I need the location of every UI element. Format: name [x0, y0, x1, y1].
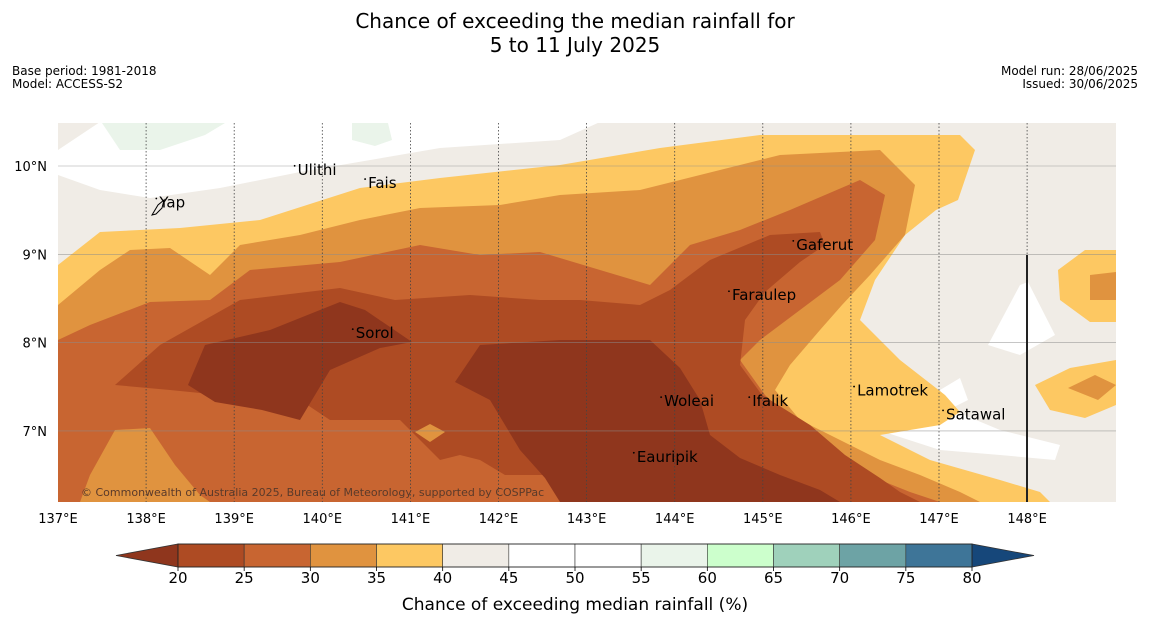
y-tick-label: 10°N — [14, 160, 47, 175]
chart-title-line-2: 5 to 11 July 2025 — [489, 33, 661, 57]
place-marker — [364, 178, 367, 180]
rainfall-contour-field — [58, 123, 1116, 502]
colorbar-bin — [707, 543, 774, 568]
yap-island-outline — [150, 198, 165, 216]
x-tick-label: 148°E — [1007, 512, 1047, 527]
place-marker — [728, 290, 730, 293]
colorbar-tick-label: 50 — [565, 569, 584, 587]
bin-30-35-region-east-2 — [1068, 375, 1116, 400]
meta-right: Model run: 28/06/2025 Issued: 30/06/2025 — [1001, 65, 1138, 91]
x-tick-label: 145°E — [743, 512, 783, 527]
map-grid — [58, 123, 1116, 502]
x-tick-label: 144°E — [655, 512, 695, 527]
place-label-faraulep: Faraulep — [732, 286, 796, 304]
colorbar-label: Chance of exceeding median rainfall (%) — [402, 595, 748, 615]
bin-30-35-region-east — [1090, 272, 1116, 300]
colorbar-tick-label: 80 — [962, 569, 981, 587]
colorbar-bin — [773, 543, 840, 568]
copyright-text: © Commonwealth of Australia 2025, Bureau… — [81, 486, 544, 499]
place-label-ifalik: Ifalik — [752, 392, 788, 410]
bin-45-55-region-east — [988, 282, 1055, 355]
model-text: Model: ACCESS-S2 — [12, 77, 124, 91]
x-axis-ticks: 137°E 138°E 139°E 140°E 141°E 142°E 143°E 144°E… — [38, 512, 1047, 527]
colorbar-tick-label: 70 — [830, 569, 849, 587]
colorbar-bin — [442, 543, 510, 568]
x-tick-label: 140°E — [303, 512, 343, 527]
bin-35-40-region-east — [1058, 250, 1116, 322]
colorbar-tick-label: 60 — [698, 569, 717, 587]
place-label-lamotrek: Lamotrek — [857, 382, 928, 400]
y-tick-label: 8°N — [23, 337, 48, 352]
bin-under-20-region-central — [455, 340, 840, 502]
bin-45-55-region-north — [58, 123, 598, 198]
x-tick-label: 139°E — [214, 512, 254, 527]
bin-55-60-region-north-west — [102, 123, 225, 150]
place-label-sorol: Sorol — [356, 324, 394, 342]
place-marker — [748, 396, 751, 399]
y-tick-label: 7°N — [23, 425, 48, 440]
place-label-satawal: Satawal — [946, 405, 1005, 423]
colorbar-bin — [243, 543, 311, 568]
base-period-text: Base period: 1981-2018 — [12, 64, 157, 78]
place-marker — [660, 396, 663, 399]
colorbar-tick-label: 40 — [433, 569, 452, 587]
x-tick-label: 147°E — [919, 512, 959, 527]
colorbar-tick-label: 55 — [632, 569, 651, 587]
colorbar-bin — [310, 543, 377, 568]
x-tick-label: 137°E — [38, 512, 78, 527]
colorbar-tick-label: 45 — [499, 569, 518, 587]
colorbar-tick-label: 25 — [235, 569, 254, 587]
colorbar-bin — [574, 543, 642, 568]
y-axis-ticks: 7°N 8°N 9°N 10°N — [14, 160, 47, 440]
colorbar-tick-label: 35 — [367, 569, 386, 587]
x-tick-label: 146°E — [831, 512, 871, 527]
colorbar-tick-label: 65 — [764, 569, 783, 587]
model-run-text: Model run: 28/06/2025 — [1000, 64, 1138, 78]
place-label-eauripik: Eauripik — [637, 448, 698, 466]
place-label-fais: Fais — [368, 174, 397, 192]
colorbar-bin — [376, 543, 443, 568]
bin-30-35-pocket-south-west — [80, 428, 210, 502]
colorbar-bin — [640, 543, 708, 568]
colorbar-over-extension — [971, 543, 1035, 568]
x-tick-label: 141°E — [391, 512, 431, 527]
bin-30-35-patch — [415, 424, 445, 442]
colorbar-tick-label: 75 — [896, 569, 915, 587]
x-tick-label: 142°E — [479, 512, 519, 527]
place-marker — [792, 239, 795, 242]
colorbar: 20 25 30 35 40 45 50 55 60 65 70 75 80 — [115, 543, 1035, 587]
meta-left: Base period: 1981-2018 Model: ACCESS-S2 — [12, 65, 157, 91]
place-marker — [853, 385, 855, 388]
place-marker — [632, 451, 635, 454]
place-label-ulithi: Ulithi — [298, 161, 337, 179]
bin-55-60-region-north — [352, 123, 392, 146]
place-label-yap: Yap — [158, 194, 185, 212]
place-marker — [942, 409, 944, 412]
colorbar-bin — [177, 543, 245, 568]
x-tick-label: 143°E — [567, 512, 607, 527]
chart-title-line-1: Chance of exceeding the median rainfall … — [355, 9, 795, 33]
colorbar-under-extension — [115, 543, 179, 568]
place-marker — [351, 328, 354, 331]
colorbar-tick-label: 20 — [168, 569, 187, 587]
colorbar-bin — [905, 543, 973, 568]
place-marker — [155, 197, 158, 200]
y-tick-label: 9°N — [23, 248, 48, 263]
colorbar-bin — [839, 543, 907, 568]
x-tick-label: 138°E — [126, 512, 166, 527]
colorbar-bin — [508, 543, 576, 568]
bin-under-20-region-west — [188, 302, 412, 420]
place-labels: Yap Ulithi Fais Gaferut Faraulep Sorol Lamotre… — [155, 161, 1005, 466]
place-marker — [293, 164, 296, 167]
issued-text: Issued: 30/06/2025 — [1022, 77, 1138, 91]
colorbar-tick-label: 30 — [301, 569, 320, 587]
place-label-woleai: Woleai — [664, 392, 714, 410]
place-label-gaferut: Gaferut — [796, 236, 853, 254]
